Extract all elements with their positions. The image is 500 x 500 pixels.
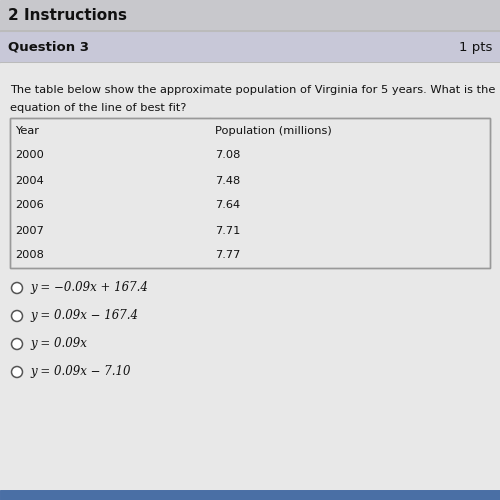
Bar	[0, 63, 500, 490]
Text: Question 3: Question 3	[8, 40, 89, 54]
Text: y = 0.09x − 167.4: y = 0.09x − 167.4	[30, 310, 138, 322]
Bar	[10, 218, 490, 243]
Bar	[10, 118, 490, 143]
Text: 7.71: 7.71	[215, 226, 240, 235]
Circle shape	[12, 338, 22, 349]
Text: 7.64: 7.64	[215, 200, 240, 210]
Text: y = 0.09x: y = 0.09x	[30, 338, 87, 350]
Bar	[10, 118, 490, 268]
Text: Year: Year	[15, 126, 39, 136]
Bar	[10, 143, 490, 168]
Text: 2007: 2007	[15, 226, 44, 235]
Bar	[0, 32, 500, 62]
Text: The table below show the approximate population of Virginia for 5 years. What is: The table below show the approximate pop…	[10, 85, 496, 95]
Circle shape	[12, 282, 22, 294]
Bar	[10, 168, 490, 193]
Text: 2 Instructions: 2 Instructions	[8, 8, 127, 22]
Circle shape	[12, 310, 22, 322]
Text: y = 0.09x − 7.10: y = 0.09x − 7.10	[30, 366, 130, 378]
Text: 2008: 2008	[15, 250, 44, 260]
Text: Population (millions): Population (millions)	[215, 126, 332, 136]
Bar	[0, 490, 500, 500]
Text: 7.48: 7.48	[215, 176, 240, 186]
Bar	[0, 30, 500, 32]
Text: 2004: 2004	[15, 176, 44, 186]
Bar	[0, 62, 500, 63]
Text: equation of the line of best fit?: equation of the line of best fit?	[10, 103, 186, 113]
Bar	[0, 0, 500, 30]
Bar	[10, 193, 490, 218]
Text: 7.08: 7.08	[215, 150, 240, 160]
Text: 7.77: 7.77	[215, 250, 240, 260]
Bar	[10, 118, 490, 268]
Text: 1 pts: 1 pts	[458, 40, 492, 54]
Text: y = −0.09x + 167.4: y = −0.09x + 167.4	[30, 282, 148, 294]
Bar	[10, 243, 490, 268]
Text: 2000: 2000	[15, 150, 44, 160]
Circle shape	[12, 366, 22, 378]
Text: 2006: 2006	[15, 200, 44, 210]
